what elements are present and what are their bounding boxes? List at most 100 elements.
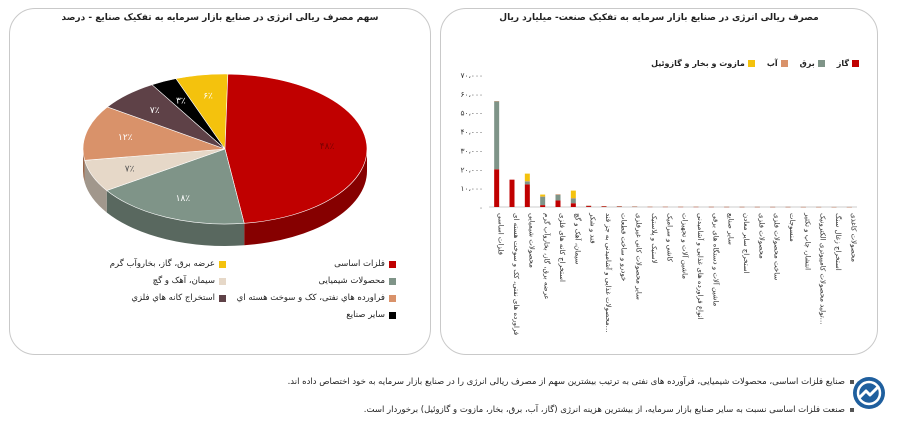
x-tick-label: تولید محصولات کامپیوتری الکترونیک…	[819, 213, 827, 325]
x-tick-label: ماشین آلات و تجهیزات	[681, 213, 690, 279]
bar-segment	[555, 194, 561, 195]
pie-slice-side	[83, 149, 85, 183]
pie-slice	[106, 148, 245, 225]
pie-slice-label: ۶٪	[203, 92, 213, 102]
pie-legend-label: محصولات شیمیایی	[318, 276, 385, 286]
x-tick-label: سایر محصولات کانی غیرفلزی	[635, 213, 643, 300]
legend-swatch-icon	[852, 60, 859, 67]
x-tick-label: سایر صنایع	[727, 213, 735, 245]
bar-segment	[555, 200, 561, 207]
pie-legend-item: فراورده هاي نفتی، کک و سوخت هسته اي	[226, 293, 396, 303]
bar-segment	[540, 196, 546, 206]
bar-segment	[540, 194, 546, 197]
bar-legend-item: گاز	[837, 59, 859, 68]
bar-segment	[555, 194, 561, 201]
pie-legend-item: سایر صنایع	[226, 310, 396, 320]
bar-segment	[524, 181, 530, 185]
bar-legend-label: برق	[799, 59, 815, 68]
bar-legend: گاز برق آب مازوت و بخار و گازوئیل	[651, 59, 859, 68]
x-tick-label: محصولات کاغذی	[849, 213, 857, 262]
brand-logo-icon	[853, 377, 885, 409]
y-tick-label: ۴۰،۰۰۰	[460, 128, 483, 137]
pie-slice	[82, 106, 226, 161]
pie-legend-label: فراورده هاي نفتی، کک و سوخت هسته اي	[236, 293, 385, 303]
pie-legend-label: سایر صنایع	[346, 310, 385, 320]
x-tick-label: فراورده های نفتی، کک و سوخت هسته ای	[512, 213, 520, 335]
bar-chart: ۰ ۱۰،۰۰۰ ۲۰،۰۰۰ ۳۰،۰۰۰ ۴۰،۰۰۰ ۵۰،۰۰۰ ۶۰،۰۰۰ ۷۰،…	[460, 71, 857, 335]
pie-legend-item: محصولات شیمیایی	[226, 276, 396, 286]
bar-segment	[494, 101, 500, 170]
y-tick-label: ۲۰،۰۰۰	[460, 165, 483, 174]
pie-legend-item: عرضه برق، گاز، بخاروآب گرم	[56, 259, 226, 269]
legend-swatch-icon	[389, 277, 396, 285]
legend-swatch-icon	[817, 60, 825, 67]
note-1: صنایع فلزات اساسی، محصولات شیمیایی، فرآو…	[287, 377, 845, 387]
pie-legend-item: استخراج کانه هاي فلزي	[56, 293, 226, 303]
pie-legend-label: سیمان، آهک و گچ	[152, 276, 215, 286]
bar-segment	[570, 190, 576, 199]
pie-chart-title: سهم مصرف ریالی انرژی در صنایع بازار سرما…	[61, 13, 379, 23]
note-bullet	[850, 408, 854, 412]
x-tick-label: منسوجات	[788, 213, 796, 242]
legend-swatch-icon	[219, 294, 226, 302]
x-tick-label: عرضه برق، گاز، بخاروآب گرم	[543, 213, 552, 300]
y-tick-label: ۱۰،۰۰۰	[460, 184, 483, 193]
y-tick-label: ۳۰،۰۰۰	[460, 146, 483, 155]
bar-segment	[509, 179, 515, 207]
pie-slice	[224, 73, 368, 224]
x-tick-label: کاشی و سرامیک	[665, 213, 673, 262]
y-tick-label: ۰	[479, 203, 483, 212]
x-tick-label: لاستیک و پلاستیک	[650, 213, 658, 264]
pie-chart: ۶٪ ۴۸٪ ۱۸٪ ۷٪ ۱۲٪ ۷٪ ۳٪	[82, 73, 368, 246]
legend-swatch-icon	[389, 260, 396, 268]
x-tick-label: فلزات اساسی	[497, 213, 505, 255]
bar-legend-label: آب	[766, 59, 778, 68]
bar-segment	[601, 206, 607, 207]
pie-legend-item: فلزات اساسی	[226, 259, 396, 269]
pie-slice-side	[106, 190, 245, 246]
pie-slice-side	[84, 160, 107, 213]
note-2: صنعت فلزات اساسی نسبت به سایر صنایع بازا…	[363, 405, 845, 415]
legend-swatch-icon	[389, 294, 396, 302]
pie-legend: فلزات اساسی عرضه برق، گاز، بخاروآب گرم محص…	[56, 259, 396, 320]
legend-swatch-icon	[389, 311, 396, 319]
legend-swatch-icon	[780, 60, 788, 67]
bar-segment	[494, 169, 500, 207]
x-tick-label: قند و شکر	[589, 212, 597, 244]
bar-legend-label: گاز	[836, 59, 849, 68]
pie-legend-label: عرضه برق، گاز، بخاروآب گرم	[109, 259, 215, 269]
bar-legend-label: مازوت و بخار و گازوئیل	[651, 59, 745, 68]
pie-slice-label: ۷٪	[125, 164, 135, 174]
x-tick-label: محصولات شیمیایی	[527, 213, 535, 268]
bar-segment	[586, 206, 592, 207]
pie-slice	[151, 78, 226, 150]
note-bullet	[850, 380, 854, 384]
legend-swatch-icon	[219, 260, 226, 268]
x-tick-label: ساخت محصولات فلزی	[773, 213, 781, 280]
bar-legend-item: برق	[800, 59, 825, 68]
pie-slice-label: ۴۸٪	[320, 142, 335, 152]
pie-slice-side	[244, 149, 367, 246]
y-tick-label: ۷۰،۰۰۰	[460, 71, 483, 80]
y-tick-label: ۶۰،۰۰۰	[460, 90, 483, 99]
bar-legend-item: مازوت و بخار و گازوئیل	[651, 59, 755, 68]
pie-legend-label: استخراج کانه هاي فلزي	[131, 293, 215, 303]
bar-segment	[524, 184, 530, 207]
pie-slice-label: ۳٪	[176, 96, 186, 106]
bar-segment	[540, 205, 546, 207]
pie-slice-label: ۱۸٪	[176, 194, 191, 204]
x-tick-label: ماشین آلات و دستگاه های برقی	[711, 213, 720, 307]
pie-slice-label: ۷٪	[150, 106, 160, 116]
x-tick-label: خودرو و ساخت قطعات	[619, 213, 627, 281]
x-tick-label: انواع فراورده های غذایی و آشامیدنی	[696, 213, 705, 320]
pie-chart-panel: سهم مصرف ریالی انرژی در صنایع بازار سرما…	[9, 8, 431, 355]
legend-swatch-icon	[219, 277, 226, 285]
x-tick-label: محصولات فلزی	[757, 213, 765, 259]
pie-legend-label: فلزات اساسی	[334, 259, 385, 269]
x-tick-label: استخراج سایر معادن	[742, 213, 750, 274]
x-tick-label: استخراج زغال سنگ	[834, 213, 843, 271]
x-tick-label: محصولات غذایی و آشامیدنی به جز قند…	[604, 213, 613, 333]
pie-slice-label: ۱۲٪	[118, 133, 133, 143]
bar-chart-panel: مصرف ریالی انرژی در صنایع بازار سرمایه ب…	[440, 8, 878, 355]
x-tick-label: سیمان، آهک و گچ	[573, 213, 582, 265]
